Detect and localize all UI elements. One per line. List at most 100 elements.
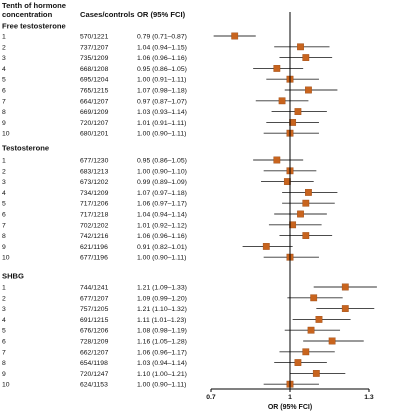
row-cases-controls: 621/1196 <box>80 244 108 251</box>
group-title: Free testosterone <box>2 22 66 31</box>
row-or-text: 1.07 (0.98–1.18) <box>137 88 187 95</box>
or-point-marker <box>341 283 349 291</box>
row-or-text: 1.08 (0.98–1.19) <box>137 328 187 335</box>
row-cases-controls: 765/1215 <box>80 88 109 95</box>
row-or-text: 1.01 (0.91–1.11) <box>137 120 186 127</box>
row-tenth-label: 3 <box>2 55 6 62</box>
row-cases-controls: 720/1207 <box>80 120 109 127</box>
row-or-text: 1.00 (0.90–1.10) <box>137 168 187 175</box>
row-tenth-label: 2 <box>2 44 6 51</box>
row-tenth-label: 5 <box>2 328 6 335</box>
row-cases-controls: 662/1207 <box>80 349 109 356</box>
or-point-marker <box>341 305 349 312</box>
row-cases-controls: 680/1201 <box>80 131 109 138</box>
row-tenth-label: 5 <box>2 77 6 84</box>
row-tenth-label: 9 <box>2 244 6 251</box>
or-point-marker <box>289 118 297 126</box>
or-point-marker <box>231 32 239 40</box>
rows: Free testosterone 1 570/1221 0.79 (0.71–0.8… <box>2 22 187 389</box>
row-or-text: 1.06 (0.96–1.16) <box>137 233 187 240</box>
row-tenth-label: 9 <box>2 120 6 127</box>
row-or-text: 1.06 (0.96–1.17) <box>137 349 187 356</box>
or-point-marker <box>302 54 310 62</box>
row-cases-controls: 695/1204 <box>80 77 109 84</box>
or-point-marker <box>315 316 323 323</box>
or-point-marker <box>305 86 312 94</box>
row-tenth-label: 7 <box>2 98 6 105</box>
row-or-text: 0.99 (0.89–1.09) <box>137 179 187 186</box>
row-cases-controls: 673/1202 <box>80 179 109 186</box>
x-tick-label: 1 <box>288 394 292 401</box>
row-tenth-label: 4 <box>2 66 6 73</box>
row-cases-controls: 735/1209 <box>80 55 109 62</box>
x-tick-label: 0.7 <box>206 394 216 401</box>
or-point-marker <box>273 64 281 72</box>
x-axis-label: OR (95% FCI) <box>268 404 312 411</box>
row-cases-controls: 677/1196 <box>80 255 108 262</box>
row-or-text: 0.91 (0.82–1.01) <box>137 244 187 251</box>
x-tick-label: 1.3 <box>364 394 374 401</box>
row-tenth-label: 8 <box>2 109 6 116</box>
row-tenth-label: 8 <box>2 233 6 240</box>
or-point-marker <box>294 108 302 116</box>
row-tenth-label: 1 <box>2 34 6 41</box>
row-cases-controls: 570/1221 <box>80 34 109 41</box>
row-or-text: 1.03 (0.93–1.14) <box>137 109 187 116</box>
group-title: SHBG <box>2 272 24 281</box>
row-cases-controls: 717/1218 <box>80 212 109 219</box>
row-tenth-label: 3 <box>2 179 6 186</box>
row-tenth-label: 1 <box>2 285 6 292</box>
row-cases-controls: 728/1209 <box>80 339 109 346</box>
row-tenth-label: 10 <box>2 255 10 262</box>
row-tenth-label: 6 <box>2 339 6 346</box>
row-or-text: 1.00 (0.90–1.11) <box>137 382 186 389</box>
chart-marks <box>213 32 377 388</box>
header-col2: Cases/controls <box>80 10 134 19</box>
row-cases-controls: 757/1205 <box>80 306 109 313</box>
group-title: Testosterone <box>2 144 49 153</box>
row-or-text: 1.00 (0.90–1.11) <box>137 131 186 138</box>
row-tenth-label: 7 <box>2 222 6 229</box>
row-or-text: 0.79 (0.71–0.87) <box>137 34 187 41</box>
row-tenth-label: 6 <box>2 212 6 219</box>
row-tenth-label: 7 <box>2 349 6 356</box>
row-cases-controls: 742/1216 <box>80 233 109 240</box>
row-cases-controls: 624/1153 <box>80 382 108 389</box>
row-cases-controls: 720/1247 <box>80 371 109 378</box>
or-point-marker <box>297 43 304 51</box>
or-point-marker <box>262 242 270 250</box>
row-tenth-label: 2 <box>2 295 6 302</box>
row-tenth-label: 2 <box>2 168 6 175</box>
row-or-text: 1.04 (0.94–1.14) <box>137 212 187 219</box>
or-point-marker <box>278 97 286 105</box>
row-cases-controls: 664/1207 <box>80 98 109 105</box>
row-tenth-label: 6 <box>2 88 6 95</box>
row-or-text: 1.21 (1.09–1.33) <box>137 285 187 292</box>
row-tenth-label: 5 <box>2 201 6 208</box>
header: Tenth of hormone concentration Cases/con… <box>2 1 186 19</box>
row-or-text: 1.16 (1.05–1.28) <box>137 339 187 346</box>
row-or-text: 1.00 (0.91–1.11) <box>137 77 186 84</box>
row-cases-controls: 669/1209 <box>80 109 109 116</box>
or-point-marker <box>294 359 302 366</box>
row-or-text: 1.07 (0.97–1.18) <box>137 190 187 197</box>
or-point-marker <box>273 156 281 164</box>
or-point-marker <box>312 370 320 377</box>
row-cases-controls: 677/1230 <box>80 158 109 165</box>
row-or-text: 1.06 (0.96–1.16) <box>137 55 187 62</box>
row-tenth-label: 4 <box>2 317 6 324</box>
or-point-marker <box>289 221 297 229</box>
row-or-text: 1.09 (0.99–1.20) <box>137 295 187 302</box>
row-cases-controls: 691/1215 <box>80 317 109 324</box>
row-cases-controls: 677/1207 <box>80 295 109 302</box>
header-col1-line1: Tenth of hormone <box>2 1 66 10</box>
or-point-marker <box>328 337 336 345</box>
header-col3: OR (95% FCI) <box>137 10 186 19</box>
row-cases-controls: 676/1206 <box>80 328 109 335</box>
or-point-marker <box>297 210 304 218</box>
or-point-marker <box>302 199 310 207</box>
row-or-text: 1.10 (1.00–1.21) <box>137 371 187 378</box>
header-col1-line2: concentration <box>2 10 53 19</box>
row-or-text: 1.21 (1.10–1.32) <box>137 306 187 313</box>
